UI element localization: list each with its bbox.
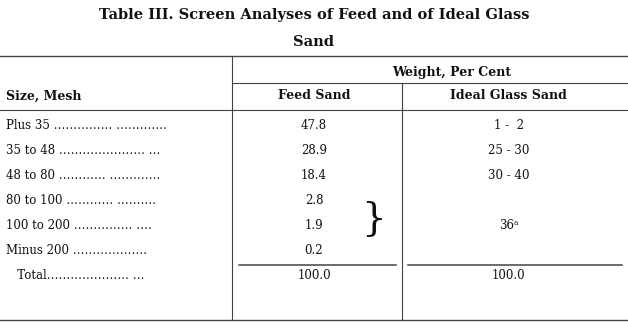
Text: Ideal Glass Sand: Ideal Glass Sand (450, 89, 567, 103)
Text: Feed Sand: Feed Sand (278, 89, 350, 103)
Text: }: } (361, 201, 386, 238)
Text: Plus 35 …………… ………….: Plus 35 …………… …………. (6, 119, 167, 132)
Text: 48 to 80 ………… ………….: 48 to 80 ………… …………. (6, 169, 161, 182)
Text: Size, Mesh: Size, Mesh (6, 89, 82, 103)
Text: 28.9: 28.9 (301, 144, 327, 157)
Text: 100.0: 100.0 (297, 269, 331, 282)
Text: Table III. Screen Analyses of Feed and of Ideal Glass: Table III. Screen Analyses of Feed and o… (99, 8, 529, 22)
Text: 1.9: 1.9 (305, 219, 323, 232)
Text: Total………………… …: Total………………… … (6, 269, 149, 282)
Text: 1 -  2: 1 - 2 (494, 119, 524, 132)
Text: 36ᵃ: 36ᵃ (499, 219, 519, 232)
Text: 100.0: 100.0 (492, 269, 526, 282)
Text: 100 to 200 …………… ….: 100 to 200 …………… …. (6, 219, 152, 232)
Text: 30 - 40: 30 - 40 (488, 169, 529, 182)
Text: 25 - 30: 25 - 30 (488, 144, 529, 157)
Text: 0.2: 0.2 (305, 244, 323, 257)
Text: Weight, Per Cent: Weight, Per Cent (392, 66, 512, 79)
Text: 80 to 100 ………… ……….: 80 to 100 ………… ………. (6, 194, 156, 207)
Text: 2.8: 2.8 (305, 194, 323, 207)
Text: Sand: Sand (293, 35, 335, 49)
Text: 47.8: 47.8 (301, 119, 327, 132)
Text: Minus 200 ……………….: Minus 200 ………………. (6, 244, 148, 257)
Text: 35 to 48 …………………. …: 35 to 48 …………………. … (6, 144, 161, 157)
Text: 18.4: 18.4 (301, 169, 327, 182)
